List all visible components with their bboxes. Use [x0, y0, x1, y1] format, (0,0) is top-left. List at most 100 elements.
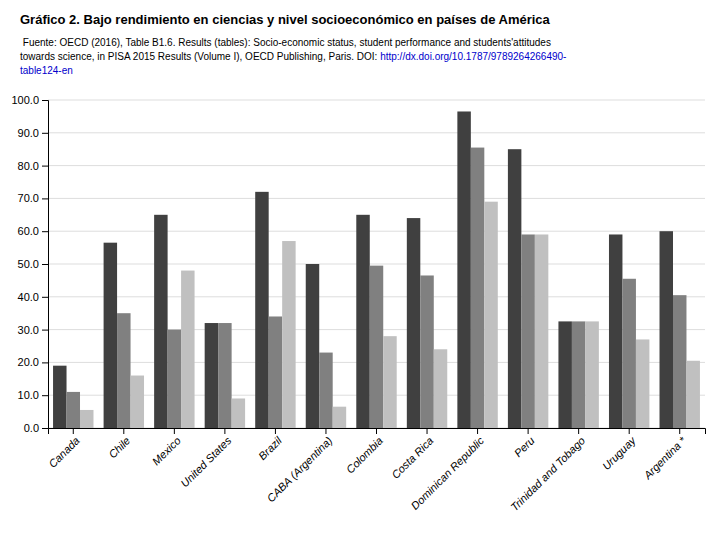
tick: 90.0 — [18, 127, 48, 139]
subtitle-line: towards science, in PISA 2015 Results (V… — [20, 51, 380, 62]
chart: Gráfico 2. Bajo rendimiento en ciencias … — [0, 0, 720, 540]
tick-mark — [224, 428, 225, 434]
grid-line — [48, 100, 705, 101]
bar — [585, 321, 598, 428]
axis-line — [49, 429, 706, 435]
tick-mark — [42, 362, 48, 363]
tick: Brazil — [256, 428, 284, 462]
tick-label: Dominican Republic — [408, 434, 486, 512]
bar — [484, 202, 497, 428]
tick-mark — [73, 428, 74, 434]
tick-label: Chile — [106, 434, 132, 460]
tick: Costa Rica — [389, 428, 436, 481]
bar — [609, 234, 622, 428]
tick-mark — [42, 428, 48, 429]
tick-mark — [578, 428, 579, 434]
tick: 80.0 — [18, 160, 48, 172]
bar — [282, 241, 295, 428]
subtitle: Fuente: OECD (2016), Table B1.6. Results… — [20, 37, 566, 76]
bar — [434, 349, 447, 428]
bar — [356, 215, 369, 428]
tick: Peru — [512, 428, 537, 459]
tick-label: Uruguay — [600, 433, 639, 472]
tick-mark — [42, 198, 48, 199]
tick-label: Canada — [46, 434, 82, 470]
tick-mark — [42, 395, 48, 396]
tick-label: 10.0 — [18, 389, 39, 401]
bar — [471, 148, 484, 428]
tick-mark — [42, 330, 48, 331]
axis-line — [42, 101, 49, 429]
tick-mark — [275, 428, 276, 434]
tick: United States — [178, 428, 234, 489]
bar — [154, 215, 167, 428]
bar — [686, 361, 699, 428]
bar-series — [67, 148, 687, 428]
tick: 40.0 — [18, 291, 48, 303]
bar — [218, 323, 231, 428]
tick-label: Trinidad and Tobago — [508, 434, 587, 513]
tick-mark — [42, 100, 48, 101]
bar — [255, 192, 268, 428]
tick-label: United States — [178, 434, 234, 490]
subtitle-link: table124-en — [20, 65, 73, 76]
bar — [131, 376, 144, 428]
tick: Trinidad and Tobago — [508, 428, 587, 513]
bar — [168, 330, 181, 428]
grid-line — [48, 198, 705, 199]
tick: 60.0 — [18, 225, 48, 237]
bar-series — [80, 202, 700, 428]
bar-series — [53, 111, 673, 428]
bar — [636, 339, 649, 428]
bar — [232, 398, 245, 428]
plot: 0.010.020.030.040.050.060.070.080.090.01… — [11, 94, 705, 513]
bar — [80, 410, 93, 428]
tick: Uruguay — [600, 428, 639, 472]
tick-mark — [174, 428, 175, 434]
tick-label: Argentina * — [641, 434, 689, 482]
bar — [269, 316, 282, 428]
tick-label: Costa Rica — [389, 434, 436, 481]
bar — [558, 321, 571, 428]
tick-mark — [42, 231, 48, 232]
bar — [457, 111, 470, 428]
tick: CABA (Argentina) — [264, 428, 334, 504]
tick: Mexico — [150, 428, 183, 467]
tick-mark — [42, 166, 48, 167]
tick-label: 30.0 — [18, 324, 39, 336]
tick: 70.0 — [18, 192, 48, 204]
bar — [660, 231, 673, 428]
y-axis: 0.010.020.030.040.050.060.070.080.090.01… — [11, 94, 48, 434]
tick: 50.0 — [18, 258, 48, 270]
tick: 10.0 — [18, 389, 48, 401]
bar — [673, 295, 686, 428]
tick: Chile — [106, 428, 132, 461]
bar — [104, 243, 117, 428]
tick-label: Colombia — [344, 434, 385, 475]
tick-mark — [528, 428, 529, 434]
tick-label: 40.0 — [18, 291, 39, 303]
title: Gráfico 2. Bajo rendimiento en ciencias … — [20, 12, 551, 27]
tick: 30.0 — [18, 324, 48, 336]
bars — [53, 111, 700, 428]
grid — [48, 100, 705, 428]
bar — [319, 353, 332, 428]
tick: 0.0 — [24, 422, 48, 434]
tick-label: 60.0 — [18, 225, 39, 237]
tick-label: 50.0 — [18, 258, 39, 270]
tick-mark — [325, 428, 326, 434]
bar — [181, 271, 194, 428]
tick: Colombia — [344, 428, 385, 476]
bar — [420, 275, 433, 428]
tick-label: Mexico — [150, 434, 183, 467]
tick-label: 100.0 — [11, 94, 39, 106]
tick-mark — [42, 297, 48, 298]
bar — [67, 392, 80, 428]
grid-line — [48, 165, 705, 166]
tick-mark — [42, 133, 48, 134]
bar — [521, 234, 534, 428]
tick-label: 90.0 — [18, 127, 39, 139]
bar — [205, 323, 218, 428]
tick-label: 80.0 — [18, 160, 39, 172]
bar — [383, 336, 396, 428]
